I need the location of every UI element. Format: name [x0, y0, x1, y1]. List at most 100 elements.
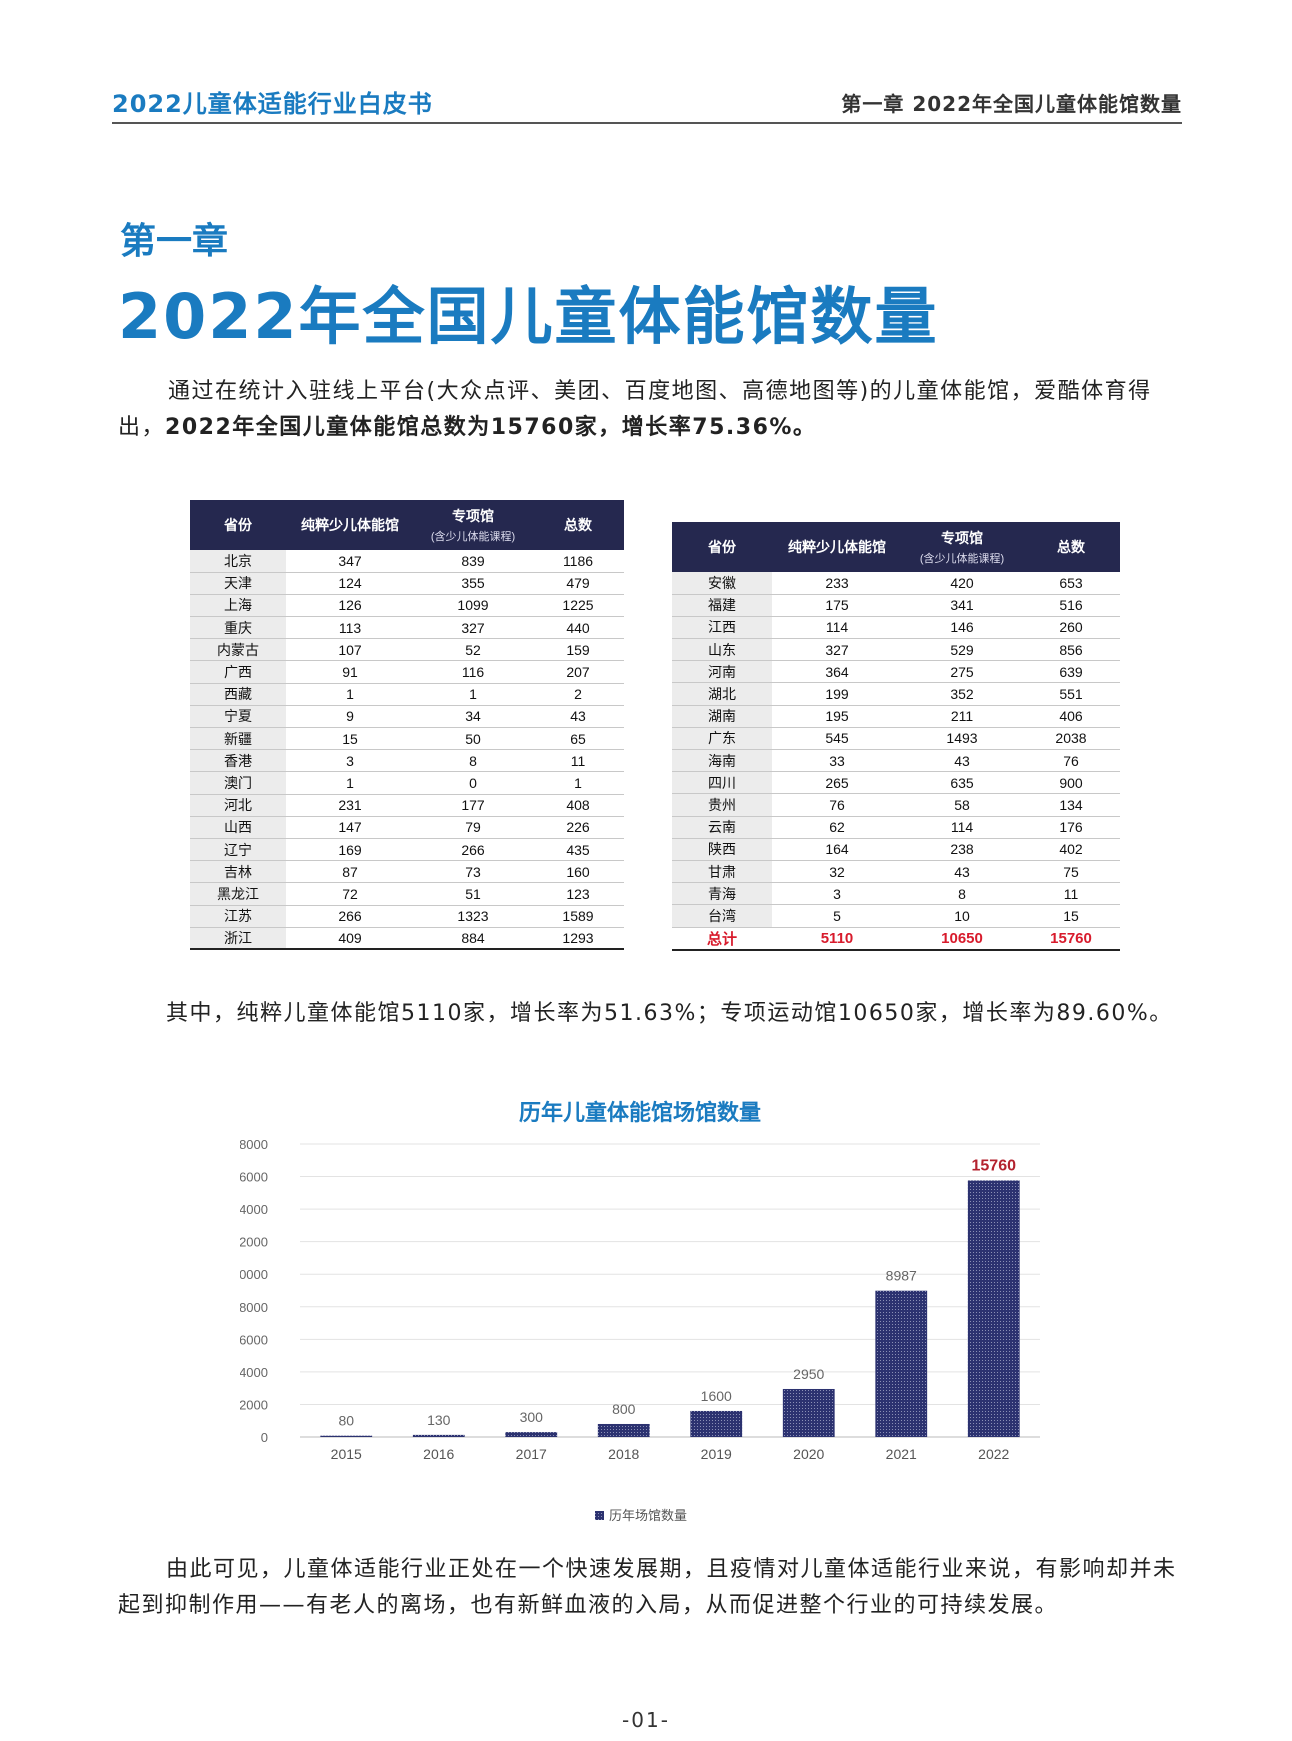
intro-highlight: 2022年全国儿童体能馆总数为15760家，增长率75.36%。 [165, 415, 817, 440]
total-count-cell: 159 [532, 638, 624, 662]
venue-count-chart: 历年儿童体能馆场馆数量 0 2000 4000 6000 8000 10000 12000 1… [240, 1100, 1040, 1523]
chart-legend: 历年场馆数量 [595, 1508, 687, 1523]
table-row: 江苏 266 1323 1589 [190, 905, 624, 928]
pure-count-cell: 32 [772, 860, 902, 884]
table-row: 台湾 5 10 15 [672, 904, 1120, 928]
total-count-cell: 639 [1022, 660, 1120, 684]
table-row: 贵州 76 58 134 [672, 793, 1120, 817]
pure-count-cell: 147 [286, 816, 414, 839]
pure-count-cell: 195 [772, 705, 902, 728]
province-cell: 宁夏 [190, 705, 286, 729]
total-count-cell: 65 [532, 727, 624, 751]
province-cell: 上海 [190, 594, 286, 618]
province-cell: 安徽 [672, 572, 772, 595]
total-count-cell: 176 [1022, 816, 1120, 839]
table-row: 福建 175 341 516 [672, 594, 1120, 617]
y-axis-ticks: 0 2000 4000 6000 8000 10000 12000 14000 16000 180… [240, 1137, 268, 1445]
total-count-cell: 479 [532, 572, 624, 595]
pure-count-cell: 33 [772, 749, 902, 773]
total-count-cell: 1225 [532, 594, 624, 618]
table-row: 吉林 87 73 160 [190, 860, 624, 884]
y-tick-label: 12000 [240, 1235, 268, 1250]
table-row: 四川 265 635 900 [672, 771, 1120, 795]
intro-text: 通过在统计入驻线上平台(大众点评、美团、百度地图、高德地图等)的儿童体能馆，爱酷… [118, 379, 1152, 440]
pure-count-cell: 545 [772, 727, 902, 751]
total-special-cell: 10650 [902, 927, 1022, 951]
table-row: 内蒙古 107 52 159 [190, 638, 624, 662]
table-row: 河南 364 275 639 [672, 660, 1120, 684]
col-province: 省份 [672, 522, 772, 572]
pure-count-cell: 62 [772, 816, 902, 839]
province-cell: 内蒙古 [190, 638, 286, 662]
table-row: 重庆 113 327 440 [190, 616, 624, 640]
table-row: 香港 3 8 11 [190, 749, 624, 773]
province-table-left: 省份 纯粹少儿体能馆 专项馆 (含少儿体能课程) 总数 北京 347 839 1186 天… [190, 500, 624, 951]
province-cell: 西藏 [190, 683, 286, 706]
pure-count-cell: 113 [286, 616, 414, 640]
province-cell: 福建 [672, 594, 772, 617]
total-count-cell: 402 [1022, 838, 1120, 861]
table-row: 青海 3 8 11 [672, 882, 1120, 906]
y-tick-label: 2000 [240, 1397, 268, 1412]
bar-value-label: 300 [520, 1409, 544, 1425]
table-row: 北京 347 839 1186 [190, 550, 624, 573]
table-row: 辽宁 169 266 435 [190, 838, 624, 862]
table-row: 山西 147 79 226 [190, 816, 624, 839]
pure-count-cell: 327 [772, 638, 902, 662]
pure-count-cell: 175 [772, 594, 902, 617]
bar-2021 [875, 1290, 928, 1437]
special-count-cell: 8 [414, 749, 532, 773]
province-cell: 澳门 [190, 771, 286, 795]
special-count-cell: 420 [902, 572, 1022, 595]
special-count-cell: 10 [902, 904, 1022, 928]
total-count-cell: 43 [532, 705, 624, 729]
province-cell: 吉林 [190, 860, 286, 884]
table-header-row: 省份 纯粹少儿体能馆 专项馆 (含少儿体能课程) 总数 [672, 522, 1120, 572]
pure-count-cell: 9 [286, 705, 414, 729]
pure-count-cell: 72 [286, 882, 414, 906]
special-count-cell: 1099 [414, 594, 532, 618]
col-special-note: (含少儿体能课程) [430, 531, 516, 543]
total-count-cell: 440 [532, 616, 624, 640]
pure-count-cell: 164 [772, 838, 902, 861]
bar-2016 [412, 1434, 465, 1437]
table-row: 浙江 409 884 1293 [190, 927, 624, 951]
special-count-cell: 839 [414, 550, 532, 573]
province-cell: 云南 [672, 816, 772, 839]
pure-count-cell: 107 [286, 638, 414, 662]
table-row: 江西 114 146 260 [672, 616, 1120, 640]
special-count-cell: 266 [414, 838, 532, 862]
province-cell: 广东 [672, 727, 772, 751]
table-row: 广西 91 116 207 [190, 660, 624, 684]
province-cell: 河北 [190, 794, 286, 817]
col-special: 专项馆 (含少儿体能课程) [902, 522, 1022, 572]
col-province: 省份 [190, 500, 286, 550]
page-number: -01- [622, 1708, 670, 1732]
pure-count-cell: 114 [772, 616, 902, 640]
total-pure-cell: 5110 [772, 927, 902, 951]
province-cell: 辽宁 [190, 838, 286, 862]
table-row: 陕西 164 238 402 [672, 838, 1120, 861]
special-count-cell: 34 [414, 705, 532, 729]
pure-count-cell: 15 [286, 727, 414, 751]
x-axis-ticks: 2015 2016 2017 2018 2019 2020 2021 2022 [331, 1446, 1010, 1462]
province-cell: 山西 [190, 816, 286, 839]
province-cell: 浙江 [190, 927, 286, 951]
y-tick-label: 14000 [240, 1202, 268, 1217]
legend-label: 历年场馆数量 [609, 1508, 687, 1523]
special-count-cell: 0 [414, 771, 532, 795]
pure-count-cell: 233 [772, 572, 902, 595]
pure-count-cell: 1 [286, 683, 414, 706]
bar-value-label: 2950 [793, 1366, 824, 1382]
special-count-cell: 355 [414, 572, 532, 595]
total-count-cell: 856 [1022, 638, 1120, 662]
chapter-header: 第一章 2022年全国儿童体能馆数量 [841, 92, 1182, 116]
total-count-cell: 226 [532, 816, 624, 839]
table-row: 天津 124 355 479 [190, 572, 624, 595]
total-count-cell: 207 [532, 660, 624, 684]
conclusion-paragraph: 由此可见，儿童体适能行业正处在一个快速发展期，且疫情对儿童体适能行业来说，有影响… [118, 1557, 1177, 1618]
bar-2020 [782, 1388, 835, 1437]
gridlines [300, 1143, 1040, 1438]
province-cell: 湖北 [672, 682, 772, 706]
pure-count-cell: 266 [286, 905, 414, 928]
